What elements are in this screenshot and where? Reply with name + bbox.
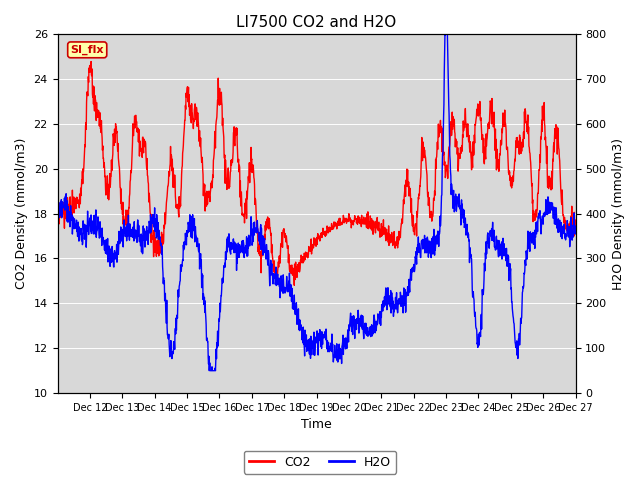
Y-axis label: H2O Density (mmol/m3): H2O Density (mmol/m3) <box>612 138 625 289</box>
Title: LI7500 CO2 and H2O: LI7500 CO2 and H2O <box>236 15 397 30</box>
Y-axis label: CO2 Density (mmol/m3): CO2 Density (mmol/m3) <box>15 138 28 289</box>
X-axis label: Time: Time <box>301 419 332 432</box>
Text: SI_flx: SI_flx <box>70 45 104 55</box>
Legend: CO2, H2O: CO2, H2O <box>244 451 396 474</box>
